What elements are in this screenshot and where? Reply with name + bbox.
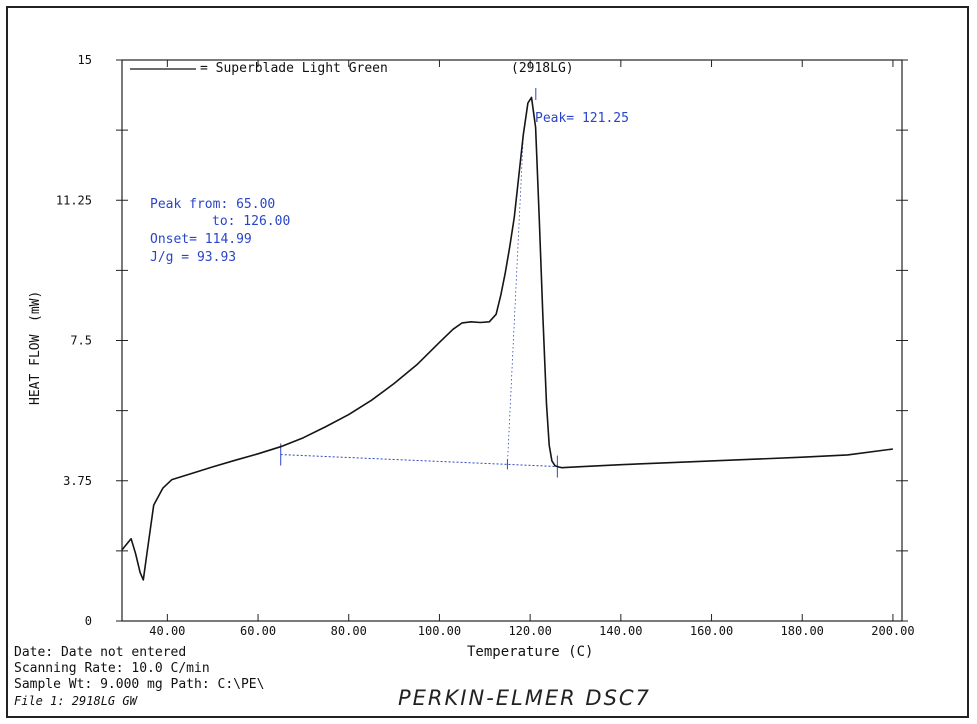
x-tick-label: 160.00	[690, 624, 733, 638]
y-tick-label: 7.5	[70, 334, 92, 348]
baseline-line	[280, 454, 558, 468]
x-tick-label: 40.00	[149, 624, 185, 638]
legend-text: = Superblade Light Green	[200, 61, 388, 76]
y-axis-unit: (mW)	[28, 290, 43, 322]
footer-file: File 1: 2918LG GW	[14, 694, 137, 708]
page-frame	[6, 6, 969, 718]
y-tick-label: 3.75	[63, 474, 92, 488]
footer-sample-weight: Sample Wt: 9.000 mg Path: C:\PE\	[14, 677, 265, 692]
x-tick-label: 100.00	[418, 624, 461, 638]
peak-from-label: Peak from: 65.00	[150, 197, 276, 212]
x-tick-label: 200.00	[871, 624, 914, 638]
x-tick-label: 120.00	[508, 624, 551, 638]
sample-code: (2918LG)	[511, 61, 574, 76]
enthalpy-label: J/g = 93.93	[150, 250, 237, 265]
footer-date: Date: Date not entered	[14, 645, 187, 660]
peak-label: Peak= 121.25	[535, 111, 629, 126]
onset-label: Onset= 114.99	[150, 232, 252, 247]
x-tick-label: 80.00	[331, 624, 367, 638]
plot-frame	[121, 59, 903, 622]
y-axis-title: HEAT FLOW	[28, 335, 43, 405]
footer-scan-rate: Scanning Rate: 10.0 C/min	[14, 661, 210, 676]
y-tick-label: 11.25	[56, 193, 92, 207]
x-tick-label: 140.00	[599, 624, 642, 638]
x-tick-label: 60.00	[240, 624, 276, 638]
instrument-name: PERKIN-ELMER DSC7	[398, 686, 651, 710]
onset-tangent	[507, 134, 524, 465]
y-tick-label: 15	[78, 53, 92, 67]
peak-to-label: to: 126.00	[212, 214, 291, 229]
y-tick-label: 0	[85, 614, 92, 628]
x-tick-label: 180.00	[781, 624, 824, 638]
y-axis-title-text: HEAT FLOW	[28, 334, 43, 405]
heat-flow-curve	[121, 96, 894, 581]
x-axis-title: Temperature (C)	[467, 644, 594, 660]
